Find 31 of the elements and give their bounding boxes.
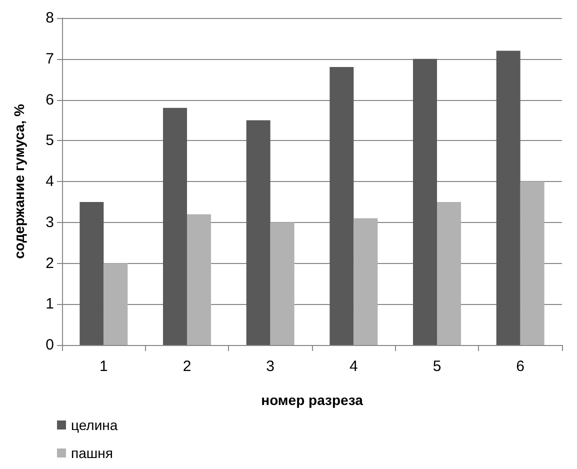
bar — [270, 222, 294, 345]
y-tick-label: 0 — [46, 336, 54, 354]
bar — [187, 214, 211, 345]
bar — [437, 202, 461, 345]
x-tick-label: 3 — [266, 358, 275, 375]
x-tick-label: 5 — [432, 358, 442, 375]
bar — [496, 50, 520, 345]
y-tick-label: 5 — [46, 132, 54, 150]
legend-label: целина — [71, 417, 118, 433]
bar — [104, 263, 128, 345]
y-axis-title: содержание гумуса, % — [11, 104, 27, 259]
y-tick-label: 3 — [46, 214, 54, 231]
x-tick-label: 6 — [516, 358, 525, 375]
bar — [80, 202, 104, 345]
bar — [354, 218, 378, 345]
y-tick-label: 7 — [46, 50, 54, 68]
x-tick-label: 4 — [349, 358, 358, 375]
legend-label: пашня — [71, 445, 113, 461]
y-tick-label: 1 — [46, 296, 54, 313]
bar — [330, 67, 354, 345]
x-tick-label: 1 — [99, 358, 108, 375]
y-tick-label: 6 — [46, 91, 54, 108]
y-tick-label: 2 — [46, 254, 54, 272]
x-tick-label: 2 — [182, 358, 192, 375]
bar — [246, 120, 270, 345]
bar — [413, 58, 437, 345]
bar — [163, 108, 187, 345]
bar — [520, 182, 544, 345]
y-tick-label: 8 — [46, 10, 54, 26]
x-axis-title: номер разреза — [261, 392, 364, 408]
y-tick-label: 4 — [46, 173, 54, 190]
